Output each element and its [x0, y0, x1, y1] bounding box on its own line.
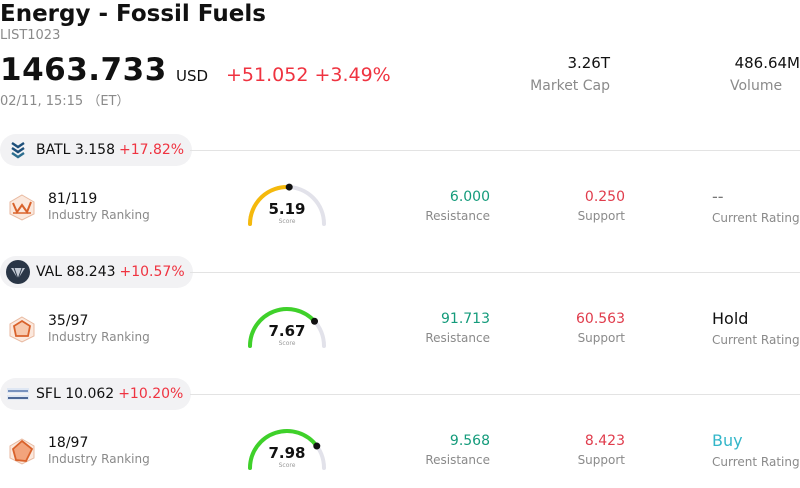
stock-chip-batl[interactable]: BATL 3.158 +17.82%: [0, 134, 193, 166]
currency-label: USD: [176, 67, 209, 85]
batl-logo-icon: [6, 138, 30, 162]
market-cap-value: 3.26T: [567, 54, 610, 72]
score-arc: [248, 428, 319, 470]
resistance-label: Resistance: [425, 453, 490, 467]
stock-change: +10.20%: [118, 386, 184, 402]
score-arc: [248, 185, 292, 226]
score-value: 7.98: [268, 444, 306, 462]
current-rating-label: Current Rating: [712, 455, 800, 469]
score-label: Score: [278, 218, 296, 225]
score-value: 5.19: [268, 200, 306, 218]
stock-ticker: VAL: [36, 264, 63, 280]
stock-ticker: SFL: [36, 386, 61, 402]
current-rating-value: Hold: [712, 309, 749, 328]
market-cap-label: Market Cap: [530, 78, 610, 94]
score-marker: [313, 442, 321, 450]
current-rating-value: Buy: [712, 431, 743, 450]
score-marker: [285, 183, 293, 191]
timestamp: 02/11, 15:15 （ET）: [0, 94, 130, 109]
stock-chip-val[interactable]: VAL 88.243 +10.57%: [0, 256, 193, 288]
resistance-label: Resistance: [425, 331, 490, 345]
score-label: Score: [278, 462, 296, 469]
score-arc: [248, 307, 317, 348]
score-gauge: [248, 428, 326, 470]
industry-ranking-label: Industry Ranking: [48, 208, 150, 222]
ranking-icon: [9, 316, 35, 343]
support-value: 8.423: [584, 433, 625, 449]
index-price: 1463.733: [0, 52, 167, 88]
industry-ranking-label: Industry Ranking: [48, 330, 150, 344]
score-gauge: [248, 183, 326, 226]
current-rating-label: Current Rating: [712, 333, 800, 347]
stock-change: +10.57%: [119, 264, 185, 280]
sfl-logo-icon: [6, 382, 30, 406]
support-label: Support: [577, 209, 625, 223]
support-value: 60.563: [576, 311, 625, 327]
resistance-label: Resistance: [425, 209, 490, 223]
score-label: Score: [278, 340, 296, 347]
score-value: 7.67: [268, 322, 306, 340]
volume-label: Volume: [730, 78, 783, 94]
current-rating-value: --: [712, 187, 724, 206]
resistance-value: 91.713: [441, 311, 490, 327]
industry-ranking-value: 35/97: [48, 313, 89, 329]
industry-ranking-value: 81/119: [48, 191, 98, 207]
current-rating-label: Current Rating: [712, 211, 800, 225]
stock-price: 10.062: [65, 386, 115, 402]
stock-price: 3.158: [74, 142, 115, 158]
score-gauge: [248, 307, 326, 348]
support-label: Support: [577, 453, 625, 467]
stock-ticker: BATL: [36, 142, 71, 158]
divider: [190, 394, 800, 395]
resistance-value: 6.000: [449, 189, 490, 205]
ranking-icon: [9, 438, 35, 465]
list-code: LIST1023: [0, 28, 61, 43]
support-label: Support: [577, 331, 625, 345]
resistance-value: 9.568: [449, 433, 490, 449]
ranking-icon: [9, 194, 35, 221]
stock-price: 88.243: [66, 264, 116, 280]
score-marker: [311, 317, 319, 325]
divider: [190, 272, 800, 273]
stock-chip-sfl[interactable]: SFL 10.062 +10.20%: [0, 378, 192, 410]
page-title: Energy - Fossil Fuels: [0, 1, 266, 27]
volume-value: 486.64M: [734, 54, 800, 72]
divider: [190, 150, 800, 151]
stock-change: +17.82%: [119, 142, 185, 158]
val-logo-icon: [6, 260, 30, 284]
support-value: 0.250: [584, 189, 625, 205]
industry-ranking-value: 18/97: [48, 435, 89, 451]
industry-ranking-label: Industry Ranking: [48, 452, 150, 466]
price-change: +51.052 +3.49%: [226, 64, 391, 86]
